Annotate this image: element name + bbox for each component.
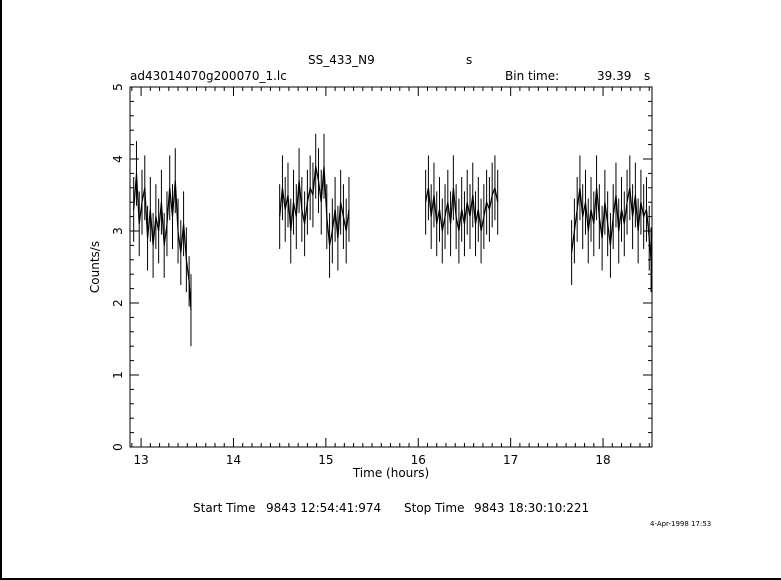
x-tick-label: 17 bbox=[503, 453, 518, 467]
chart-title: SS_433_N9 bbox=[308, 53, 375, 67]
x-tick-label: 13 bbox=[133, 453, 148, 467]
data-series bbox=[133, 133, 652, 347]
y-axis-label: Counts/s bbox=[88, 241, 102, 293]
x-axis-label: Time (hours) bbox=[352, 466, 429, 480]
light-curve-line bbox=[279, 166, 350, 246]
y-tick-label: 5 bbox=[111, 83, 125, 91]
x-tick-label: 16 bbox=[411, 453, 426, 467]
file-name: ad43014070g200070_1.lc bbox=[130, 69, 287, 83]
y-tick-label: 0 bbox=[111, 443, 125, 451]
axis-ticks bbox=[130, 86, 652, 448]
window-left-border bbox=[0, 0, 2, 580]
stop-time-label: Stop Time bbox=[404, 501, 464, 515]
y-tick-label: 3 bbox=[111, 227, 125, 235]
y-tick-label: 2 bbox=[111, 299, 125, 307]
light-curve-segment bbox=[279, 133, 350, 278]
bin-time-unit: s bbox=[644, 69, 650, 83]
title-unit: s bbox=[466, 53, 472, 67]
light-curve-segment bbox=[133, 141, 192, 347]
light-curve-segment bbox=[571, 155, 652, 293]
x-tick-label: 14 bbox=[226, 453, 241, 467]
stop-time-value: 9843 18:30:10:221 bbox=[474, 501, 589, 515]
date-stamp: 4-Apr-1998 17:53 bbox=[650, 520, 711, 528]
tick-labels: 13 14 15 16 17 18 0 1 2 3 4 5 bbox=[111, 83, 611, 467]
y-tick-label: 4 bbox=[111, 155, 125, 163]
light-curve-segment bbox=[425, 155, 499, 264]
bin-time-label: Bin time: bbox=[505, 69, 559, 83]
start-time-value: 9843 12:54:41:974 bbox=[266, 501, 381, 515]
plot-frame bbox=[129, 86, 653, 448]
start-time-label: Start Time bbox=[193, 501, 256, 515]
window-bottom-border bbox=[0, 578, 781, 580]
y-tick-label: 1 bbox=[111, 371, 125, 379]
x-tick-label: 15 bbox=[318, 453, 333, 467]
light-curve-line bbox=[571, 187, 652, 260]
light-curve-line bbox=[133, 173, 192, 311]
x-tick-label: 18 bbox=[595, 453, 610, 467]
bin-time-value: 39.39 bbox=[597, 69, 631, 83]
